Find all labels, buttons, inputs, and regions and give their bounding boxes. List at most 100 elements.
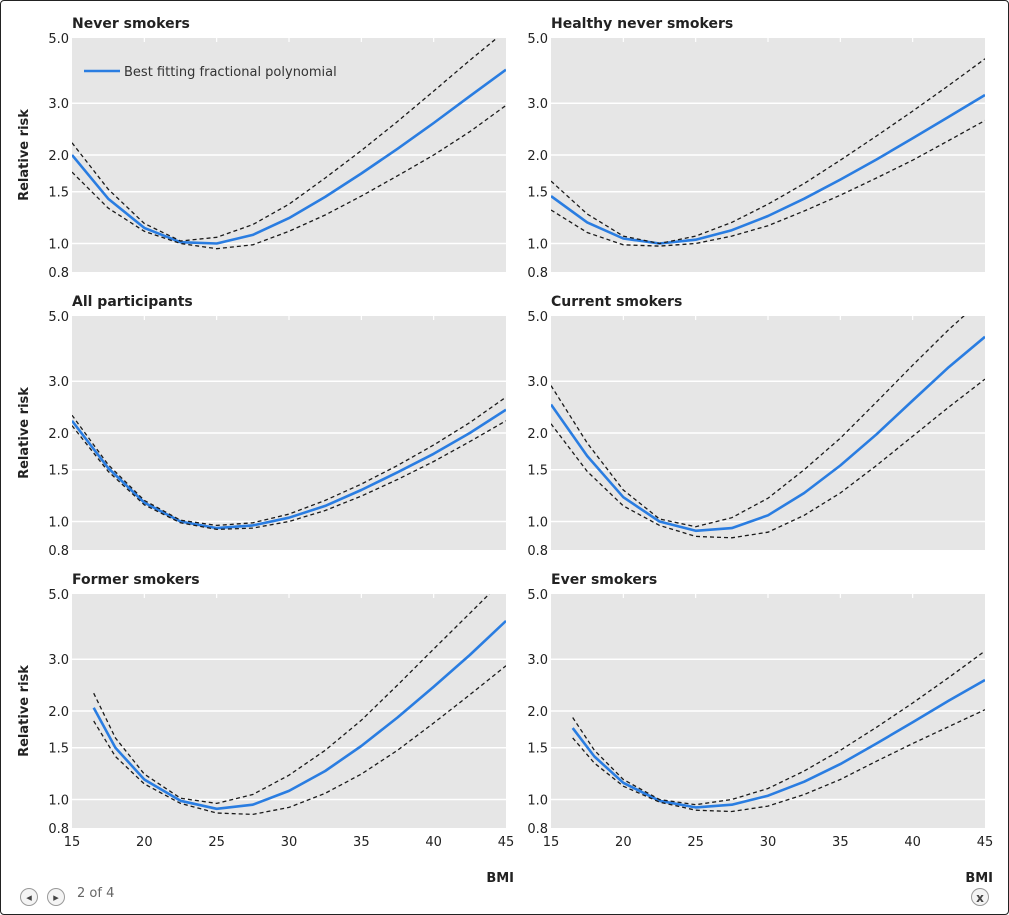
arrow-right-icon: ▸: [53, 891, 59, 904]
y-tick-label: 0.8: [48, 544, 69, 559]
y-tick-label: 0.8: [527, 544, 548, 559]
series-group: [72, 38, 506, 250]
series-line-ci-upper: [93, 594, 491, 805]
x-tick-label: 30: [760, 835, 777, 850]
panel-title: Never smokers: [72, 16, 190, 32]
y-tick-label: 1.0: [527, 238, 548, 253]
y-tick-label: 2.0: [48, 427, 69, 442]
chart-panel-6: 0.8 1.0 1.5 2.0 3.0 5.0 15 20 25 30 35 40 45 Ever smo…: [527, 572, 993, 886]
series-line-estimate: [551, 93, 985, 245]
y-tick-label: 1.5: [48, 742, 69, 757]
x-tick-label: 35: [832, 835, 849, 850]
x-tick-label: 25: [208, 835, 225, 850]
x-tick-label: 40: [904, 835, 921, 850]
y-tick-label: 5.0: [527, 588, 548, 603]
series-line-ci-upper: [72, 38, 499, 242]
series-line-ci-upper: [572, 650, 985, 806]
series-line-ci-lower: [551, 119, 985, 247]
x-axis-label: BMI: [486, 871, 514, 886]
legend-label: Best fitting fractional polynomial: [124, 65, 337, 80]
y-tick-label: 3.0: [48, 653, 69, 668]
x-tick-label: 45: [498, 835, 515, 850]
x-tick-label: 40: [425, 835, 442, 850]
y-tick-label: 0.8: [48, 266, 69, 281]
y-tick-label: 2.0: [48, 149, 69, 164]
y-tick-label: 1.0: [48, 794, 69, 809]
x-tick-label: 30: [281, 835, 298, 850]
series-line-ci-lower: [572, 709, 985, 813]
y-tick-label: 5.0: [48, 32, 69, 47]
y-tick-label: 1.0: [48, 516, 69, 531]
series-line-estimate: [551, 335, 985, 533]
series-line-ci-upper: [72, 396, 506, 527]
y-tick-label: 2.0: [527, 705, 548, 720]
series-group: [571, 650, 985, 813]
x-tick-label: 15: [543, 835, 560, 850]
prev-button[interactable]: ◂: [20, 888, 38, 906]
series-group: [92, 594, 506, 816]
y-axis-label: Relative risk: [17, 387, 32, 479]
next-button[interactable]: ▸: [47, 888, 65, 906]
series-line-ci-lower: [93, 665, 506, 816]
y-tick-label: 1.5: [527, 742, 548, 757]
y-tick-label: 2.0: [48, 705, 69, 720]
panel-title: Former smokers: [72, 572, 200, 588]
y-tick-label: 0.8: [527, 822, 548, 837]
y-tick-label: 5.0: [48, 310, 69, 325]
series-line-estimate: [72, 68, 506, 245]
y-tick-label: 1.0: [48, 238, 69, 253]
y-tick-label: 5.0: [527, 32, 548, 47]
y-tick-label: 5.0: [527, 310, 548, 325]
series-line-ci-lower: [72, 420, 506, 531]
x-tick-label: 20: [615, 835, 632, 850]
series-line-estimate: [92, 619, 506, 811]
x-tick-label: 15: [64, 835, 81, 850]
y-tick-label: 0.8: [527, 266, 548, 281]
series-group: [551, 316, 985, 539]
series-group: [551, 58, 985, 247]
panel-title: Healthy never smokers: [551, 16, 733, 32]
arrow-left-icon: ◂: [26, 891, 32, 904]
y-tick-label: 3.0: [527, 97, 548, 112]
panel-title: Ever smokers: [551, 572, 657, 588]
series-line-ci-upper: [551, 58, 985, 245]
y-tick-label: 3.0: [48, 97, 69, 112]
x-tick-label: 45: [977, 835, 994, 850]
y-tick-label: 2.0: [527, 149, 548, 164]
series-line-ci-lower: [72, 104, 506, 250]
x-tick-label: 25: [687, 835, 704, 850]
y-tick-label: 3.0: [48, 375, 69, 390]
y-tick-label: 1.0: [527, 516, 548, 531]
y-tick-label: 0.8: [48, 822, 69, 837]
x-tick-label: 20: [136, 835, 153, 850]
close-button[interactable]: x: [971, 888, 989, 906]
series-line-estimate: [72, 408, 506, 530]
y-axis-label: Relative risk: [17, 109, 32, 201]
y-tick-label: 2.0: [527, 427, 548, 442]
y-tick-label: 3.0: [527, 653, 548, 668]
series-group: [72, 396, 506, 531]
y-tick-label: 1.5: [527, 464, 548, 479]
x-axis-label: BMI: [965, 871, 993, 886]
page-indicator: 2 of 4: [77, 886, 115, 901]
y-tick-label: 1.0: [527, 794, 548, 809]
x-tick-label: 35: [353, 835, 370, 850]
chart-panel-5: 0.8 1.0 1.5 2.0 3.0 5.0 15 20 25 30 35 40 45 Former s…: [17, 572, 514, 886]
series-line-estimate: [571, 678, 985, 809]
panel-title: Current smokers: [551, 294, 682, 310]
y-tick-label: 3.0: [527, 375, 548, 390]
series-line-ci-lower: [551, 378, 985, 539]
y-tick-label: 1.5: [48, 464, 69, 479]
close-icon: x: [976, 891, 984, 905]
y-tick-label: 1.5: [527, 186, 548, 201]
y-axis-label: Relative risk: [17, 665, 32, 757]
y-tick-label: 1.5: [48, 186, 69, 201]
series-line-ci-upper: [551, 316, 965, 528]
y-tick-label: 5.0: [48, 588, 69, 603]
panel-title: All participants: [72, 294, 193, 310]
